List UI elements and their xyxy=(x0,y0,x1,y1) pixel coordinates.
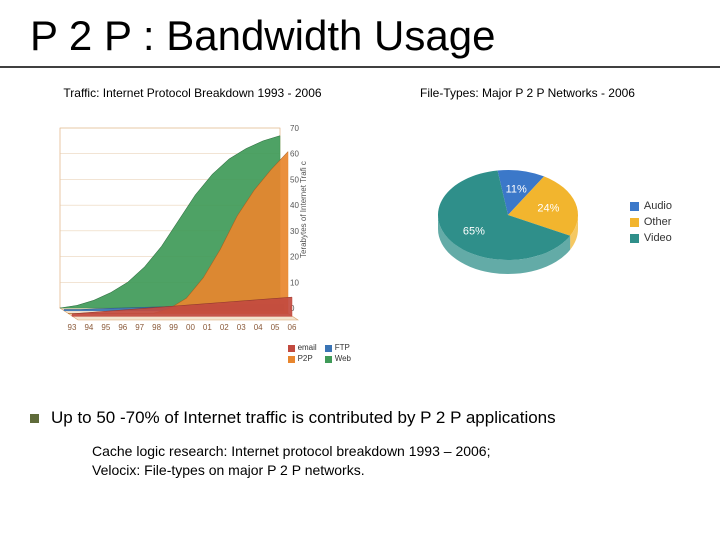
legend-label: FTP xyxy=(335,343,350,353)
area-xtick: 95 xyxy=(101,323,110,332)
charts-row: Traffic: Internet Protocol Breakdown 199… xyxy=(30,86,690,386)
bullet-row: Up to 50 -70% of Internet traffic is con… xyxy=(30,408,690,428)
legend-swatch xyxy=(288,356,295,363)
area-xtick: 94 xyxy=(84,323,93,332)
area-xtick: 01 xyxy=(203,323,212,332)
area-chart-column: Traffic: Internet Protocol Breakdown 199… xyxy=(30,86,355,386)
area-xtick: 97 xyxy=(135,323,144,332)
pie-chart-caption: File-Types: Major P 2 P Networks - 2006 xyxy=(365,86,690,100)
footnote-line-2: Velocix: File-types on major P 2 P netwo… xyxy=(92,462,365,478)
area-chart-ylabel: Terabytes of Internet Trafi c xyxy=(299,161,308,258)
pie-label-other: 24% xyxy=(537,203,559,215)
pie-chart-legend: AudioOtherVideo xyxy=(630,198,672,246)
footnote-line-1: Cache logic research: Internet protocol … xyxy=(92,443,490,459)
legend-swatch xyxy=(325,356,332,363)
area-legend-item: FTP xyxy=(325,343,351,353)
bullet-icon xyxy=(30,414,39,423)
area-chart-caption: Traffic: Internet Protocol Breakdown 199… xyxy=(30,86,355,100)
area-xtick: 93 xyxy=(68,323,77,332)
legend-label: Web xyxy=(335,354,351,364)
legend-label: Other xyxy=(644,214,672,230)
area-xtick: 03 xyxy=(237,323,246,332)
pie-chart-body: 11% 24% 65% AudioOtherVideo xyxy=(365,120,690,380)
legend-swatch xyxy=(630,218,639,227)
legend-label: Audio xyxy=(644,198,672,214)
legend-swatch xyxy=(630,234,639,243)
area-xtick: 04 xyxy=(254,323,263,332)
page-title: P 2 P : Bandwidth Usage xyxy=(30,12,690,60)
area-ytick: 60 xyxy=(290,150,299,159)
area-ytick: 70 xyxy=(290,124,299,133)
pie-label-video: 65% xyxy=(462,226,484,238)
pie-legend-item: Audio xyxy=(630,198,672,214)
legend-label: email xyxy=(298,343,317,353)
legend-label: Video xyxy=(644,230,672,246)
area-xtick: 98 xyxy=(152,323,161,332)
area-chart-svg: 010203040506070 Terabytes of Internet Tr… xyxy=(30,108,350,348)
pie-chart-svg: 11% 24% 65% xyxy=(418,120,638,310)
pie-chart-column: File-Types: Major P 2 P Networks - 2006 … xyxy=(365,86,690,386)
area-legend-item: email xyxy=(288,343,317,353)
legend-label: P2P xyxy=(298,354,313,364)
pie-label-audio: 11% xyxy=(505,184,526,196)
pie-legend-item: Video xyxy=(630,230,672,246)
bullet-text: Up to 50 -70% of Internet traffic is con… xyxy=(51,408,556,428)
area-xtick: 06 xyxy=(288,323,297,332)
area-xtick: 05 xyxy=(271,323,280,332)
area-xtick: 00 xyxy=(186,323,195,332)
area-chart-plot: 010203040506070 Terabytes of Internet Tr… xyxy=(60,124,308,332)
area-legend-item: P2P xyxy=(288,354,317,364)
pie-legend-item: Other xyxy=(630,214,672,230)
area-chart-legend: email FTP P2P Web xyxy=(288,343,351,364)
legend-swatch xyxy=(325,345,332,352)
area-chart-body: 010203040506070 Terabytes of Internet Tr… xyxy=(30,108,355,368)
area-xtick: 99 xyxy=(169,323,178,332)
footnote: Cache logic research: Internet protocol … xyxy=(92,442,690,480)
title-underline xyxy=(0,66,720,68)
area-legend-item: Web xyxy=(325,354,351,364)
area-xtick: 02 xyxy=(220,323,229,332)
area-ytick: 10 xyxy=(290,278,299,287)
legend-swatch xyxy=(288,345,295,352)
slide: P 2 P : Bandwidth Usage Traffic: Interne… xyxy=(0,0,720,540)
legend-swatch xyxy=(630,202,639,211)
area-xtick: 96 xyxy=(118,323,127,332)
